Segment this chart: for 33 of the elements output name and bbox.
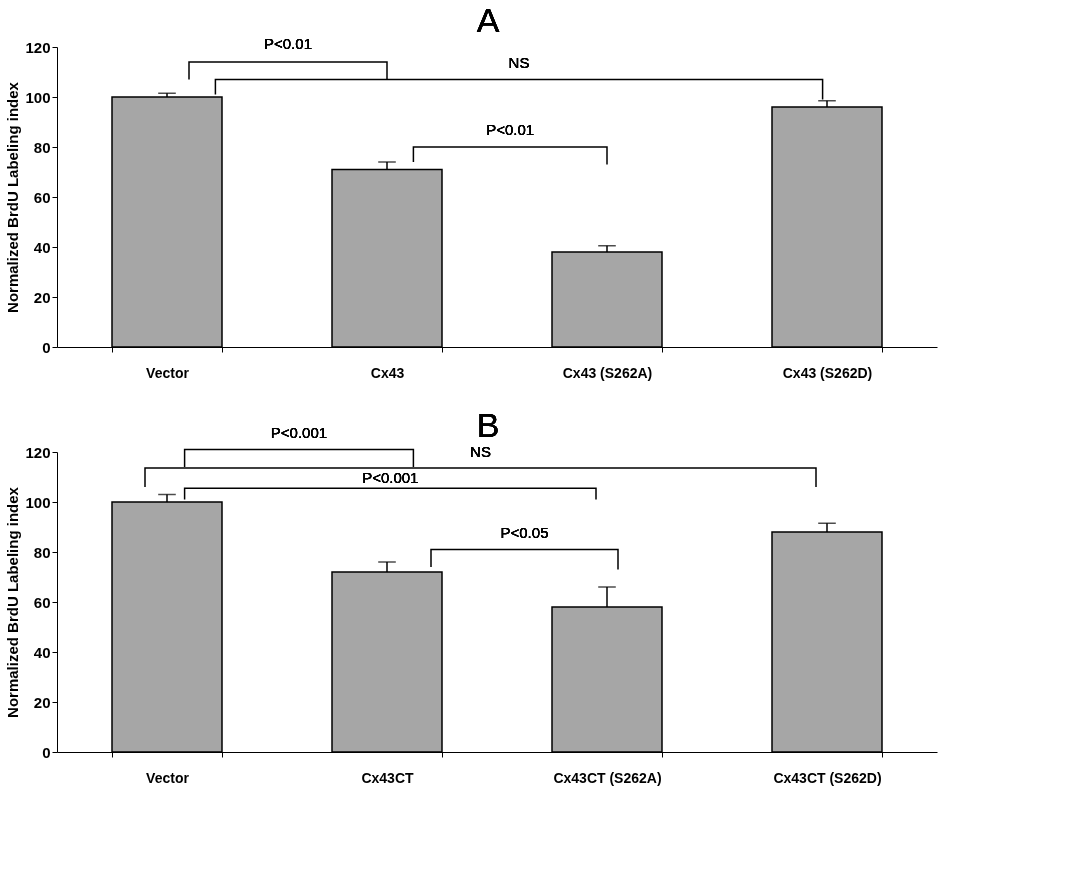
chart-title: B xyxy=(476,406,500,444)
annotation: P<0.01 xyxy=(486,121,535,139)
y-tick-label: 100 xyxy=(25,493,51,511)
annotation: P<0.001 xyxy=(362,469,419,487)
y-tick-label: 20 xyxy=(33,288,51,306)
x-tick-label: Cx43CT (S262D) xyxy=(773,769,882,786)
x-tick-label: Cx43CT xyxy=(361,769,415,786)
annotation: P<0.01 xyxy=(264,35,312,52)
y-tick-label: 40 xyxy=(33,643,51,661)
y-tick-label: 100 xyxy=(25,88,51,106)
x-tick-label: Cx43 xyxy=(370,364,405,381)
y-tick-label: 60 xyxy=(33,593,51,611)
annotation: NS xyxy=(470,442,491,460)
y-tick-label: 80 xyxy=(33,138,51,156)
y-tick-label: 120 xyxy=(25,38,51,56)
x-tick-label: Cx43CT (S262A) xyxy=(553,769,662,786)
x-tick-label: Cx43 (S262D) xyxy=(782,364,873,381)
y-tick-label: 80 xyxy=(33,543,51,561)
annotation: P<0.05 xyxy=(500,523,549,541)
y-tick-label: 0 xyxy=(42,743,51,761)
y-tick-label: 60 xyxy=(33,188,51,206)
y-axis-title: Normalized BrdU Labeling index xyxy=(4,81,22,313)
y-tick-label: 40 xyxy=(33,238,51,256)
x-tick-label: Vector xyxy=(146,769,190,786)
text: P<0.001 xyxy=(270,423,328,441)
y-tick-label: 20 xyxy=(33,693,51,711)
x-tick-label: Vector xyxy=(146,364,190,381)
y-axis-title: Normalized BrdU Labeling index xyxy=(4,486,22,718)
y-tick-label: 120 xyxy=(25,443,51,461)
y-tick-label: 0 xyxy=(42,338,51,356)
annotation: NS xyxy=(508,53,530,71)
chart-title: A xyxy=(476,1,500,39)
x-tick-label: Cx43 (S262A) xyxy=(562,364,653,381)
